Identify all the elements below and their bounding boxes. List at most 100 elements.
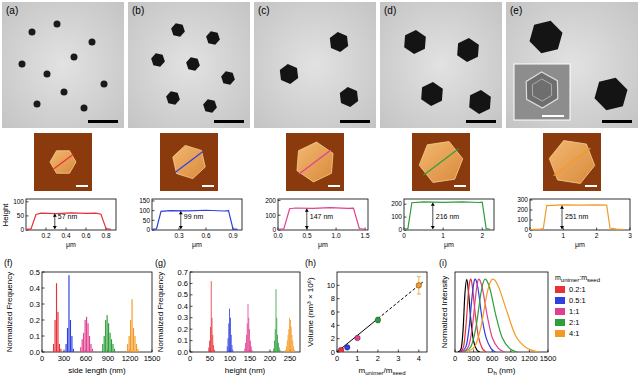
y-tick-label: 0 xyxy=(331,348,335,357)
profile xyxy=(530,205,623,230)
afm-background xyxy=(160,133,218,191)
x-tick-label: 0 xyxy=(188,354,192,363)
profile xyxy=(152,210,238,229)
panel-label: (i) xyxy=(439,258,447,268)
particle xyxy=(81,105,88,112)
y-tick-label: 100 xyxy=(139,207,150,214)
fit-line xyxy=(337,319,378,352)
particle xyxy=(404,30,426,54)
x-axis-label: μm xyxy=(444,241,454,249)
x-tick xyxy=(377,350,378,353)
particle xyxy=(34,101,41,108)
x-tick-label: 0.2 xyxy=(41,232,50,239)
tem-background xyxy=(2,2,124,128)
x-tick-label: 900 xyxy=(505,354,518,363)
histogram-bar xyxy=(275,289,277,352)
y-tick xyxy=(42,336,45,337)
tem-image: (a) xyxy=(2,2,124,128)
error-bar xyxy=(417,277,421,294)
profile-line xyxy=(554,148,591,176)
profile xyxy=(278,208,365,230)
y-tick xyxy=(404,204,407,205)
histogram-bar xyxy=(67,328,68,352)
histogram-bar xyxy=(114,349,115,352)
profile-line xyxy=(423,149,458,175)
x-tick-label: 0.9 xyxy=(228,232,237,239)
legend-label: 2:1 xyxy=(569,318,579,327)
y-tick-label: 0.3 xyxy=(30,300,40,309)
histogram-bar xyxy=(71,336,72,352)
histogram-bar xyxy=(289,318,291,352)
y-tick-label: 0.4 xyxy=(30,284,40,293)
y-tick xyxy=(530,200,533,201)
profile xyxy=(404,202,490,230)
legend-title: munimer:mseed xyxy=(555,274,600,283)
x-tick-label: 0.8 xyxy=(101,232,110,239)
histogram-bar xyxy=(102,344,103,352)
histogram-bar xyxy=(105,320,106,352)
afm-background xyxy=(286,133,344,191)
x-tick-label: 1 xyxy=(562,232,566,239)
panel-label: (d) xyxy=(384,5,396,16)
y-tick-label: 100 xyxy=(391,213,402,220)
histogram-bar xyxy=(290,320,292,352)
histogram-bar xyxy=(87,323,88,352)
histogram-bar xyxy=(232,350,234,352)
x-tick-label: 2 xyxy=(595,232,599,239)
x-tick-label: 1200 xyxy=(521,354,538,363)
y-tick xyxy=(404,217,407,218)
histogram-bar xyxy=(111,339,112,352)
plot-frame xyxy=(152,199,242,230)
annotation: 99 nm xyxy=(184,213,204,220)
plot-frame xyxy=(190,272,300,352)
tem-background xyxy=(254,2,376,128)
histogram-bar xyxy=(247,304,249,352)
plot-frame xyxy=(530,199,630,230)
arrow-head xyxy=(431,203,435,229)
x-axis-label: height (nm) xyxy=(225,366,266,375)
x-tick-label: 0.6 xyxy=(81,232,90,239)
histogram-bar xyxy=(53,344,54,352)
plot-frame xyxy=(278,199,368,230)
histogram-bar xyxy=(68,275,69,352)
y-axis-label: Normalized Intensity xyxy=(440,276,449,348)
histogram-bar xyxy=(210,281,212,352)
x-tick xyxy=(46,228,47,231)
y-tick-label: 8 xyxy=(331,294,335,303)
particle xyxy=(330,32,348,52)
x-tick-label: 150 xyxy=(244,354,257,363)
x-tick xyxy=(152,350,153,353)
afm-image xyxy=(34,133,92,191)
y-tick xyxy=(190,306,193,307)
histogram-bar xyxy=(231,345,233,352)
scale-bar xyxy=(585,185,597,187)
histogram-bar xyxy=(230,318,232,352)
annotation-arrow xyxy=(306,209,307,229)
x-tick-label: 300 xyxy=(467,354,480,363)
y-axis-label: Normalized Frequency xyxy=(5,272,14,352)
afm-image xyxy=(286,133,344,191)
x-tick-label: 4 xyxy=(417,354,421,363)
histogram-bar xyxy=(57,312,58,352)
subscript: unimer xyxy=(365,370,383,376)
y-tick-label: 0.5 xyxy=(178,290,188,299)
histogram-bar xyxy=(293,346,295,352)
y-tick-label: 2 xyxy=(331,334,335,343)
arrow-head xyxy=(305,209,309,229)
x-tick-label: 0 xyxy=(453,354,457,363)
x-tick-label: 600 xyxy=(80,354,93,363)
fit-line xyxy=(378,282,423,319)
afm-image xyxy=(412,133,470,191)
plot-area xyxy=(278,208,365,230)
legend-label: 0.2:1 xyxy=(569,285,586,294)
x-tick-label: 250 xyxy=(284,354,297,363)
particle xyxy=(421,82,443,106)
tem-background xyxy=(506,2,638,128)
histogram-bar xyxy=(73,349,74,352)
x-axis-label: μm xyxy=(192,241,202,249)
x-tick-label: 0.5 xyxy=(303,232,312,239)
annotation: 216 nm xyxy=(436,213,460,220)
y-tick-label: 200 xyxy=(391,200,402,207)
particle xyxy=(151,53,165,66)
histogram-bar xyxy=(90,344,91,352)
